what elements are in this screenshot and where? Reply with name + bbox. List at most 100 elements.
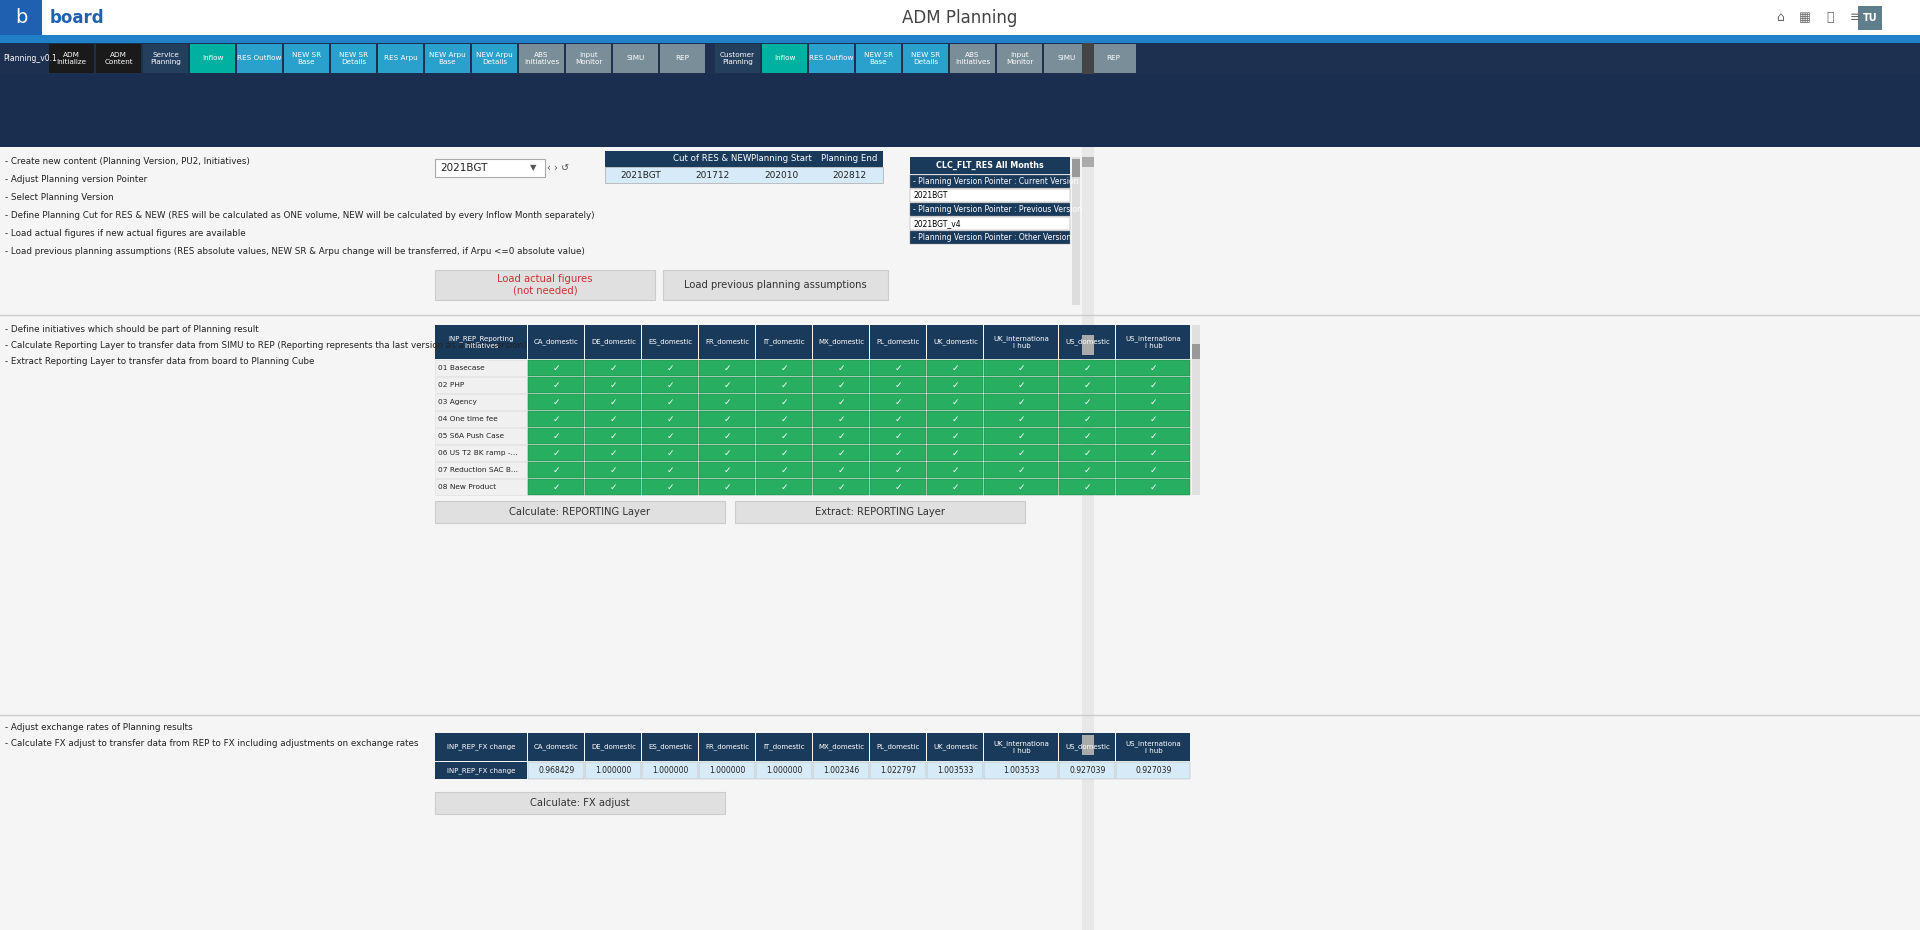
FancyBboxPatch shape bbox=[1083, 735, 1094, 755]
FancyBboxPatch shape bbox=[1060, 325, 1116, 359]
Text: 0.927039: 0.927039 bbox=[1069, 766, 1106, 775]
Text: ✓: ✓ bbox=[895, 432, 902, 441]
Text: DE_domestic: DE_domestic bbox=[591, 339, 636, 345]
FancyBboxPatch shape bbox=[1060, 377, 1116, 393]
FancyBboxPatch shape bbox=[1116, 762, 1190, 779]
FancyBboxPatch shape bbox=[927, 377, 983, 393]
Text: ✓: ✓ bbox=[1018, 380, 1025, 390]
Text: 0.927039: 0.927039 bbox=[1135, 766, 1171, 775]
FancyBboxPatch shape bbox=[586, 479, 641, 495]
FancyBboxPatch shape bbox=[699, 325, 755, 359]
FancyBboxPatch shape bbox=[812, 762, 870, 779]
Text: ✓: ✓ bbox=[1083, 432, 1091, 441]
Text: - Adjust exchange rates of Planning results: - Adjust exchange rates of Planning resu… bbox=[6, 723, 192, 732]
Text: ✓: ✓ bbox=[666, 364, 674, 373]
Text: ✓: ✓ bbox=[781, 397, 789, 406]
FancyBboxPatch shape bbox=[436, 428, 526, 444]
FancyBboxPatch shape bbox=[870, 479, 925, 495]
FancyBboxPatch shape bbox=[330, 44, 376, 73]
Text: ✓: ✓ bbox=[1018, 432, 1025, 441]
Text: UK_domestic: UK_domestic bbox=[933, 744, 977, 751]
Text: ✓: ✓ bbox=[781, 432, 789, 441]
FancyBboxPatch shape bbox=[1083, 315, 1094, 715]
Text: ✓: ✓ bbox=[781, 364, 789, 373]
FancyBboxPatch shape bbox=[699, 733, 755, 761]
FancyBboxPatch shape bbox=[605, 167, 883, 183]
FancyBboxPatch shape bbox=[1060, 445, 1116, 461]
FancyBboxPatch shape bbox=[950, 44, 995, 73]
FancyBboxPatch shape bbox=[0, 43, 1920, 74]
Text: 2021BGT: 2021BGT bbox=[620, 170, 660, 179]
Text: NEW Arpu
Details: NEW Arpu Details bbox=[476, 52, 513, 65]
Text: Input
Monitor: Input Monitor bbox=[1006, 52, 1033, 65]
FancyBboxPatch shape bbox=[870, 411, 925, 427]
Text: ✓: ✓ bbox=[553, 397, 561, 406]
FancyBboxPatch shape bbox=[660, 44, 705, 73]
Text: ✓: ✓ bbox=[611, 466, 616, 474]
Text: ✓: ✓ bbox=[611, 380, 616, 390]
Text: 05 S6A Push Case: 05 S6A Push Case bbox=[438, 433, 503, 439]
FancyBboxPatch shape bbox=[1083, 43, 1094, 74]
Text: ✓: ✓ bbox=[1150, 483, 1158, 491]
FancyBboxPatch shape bbox=[927, 411, 983, 427]
FancyBboxPatch shape bbox=[641, 360, 699, 376]
FancyBboxPatch shape bbox=[756, 733, 812, 761]
Text: - Planning Version Pointer : Current Version: - Planning Version Pointer : Current Ver… bbox=[914, 177, 1079, 186]
Text: US_internationa
l hub: US_internationa l hub bbox=[1125, 740, 1181, 754]
Text: RES Arpu: RES Arpu bbox=[384, 56, 417, 61]
Text: 1.000000: 1.000000 bbox=[653, 766, 689, 775]
FancyBboxPatch shape bbox=[586, 377, 641, 393]
FancyBboxPatch shape bbox=[1060, 462, 1116, 478]
Text: FR_domestic: FR_domestic bbox=[705, 339, 749, 345]
Text: UK_internationa
l hub: UK_internationa l hub bbox=[993, 740, 1050, 754]
FancyBboxPatch shape bbox=[756, 377, 812, 393]
Text: ✓: ✓ bbox=[837, 483, 845, 491]
FancyBboxPatch shape bbox=[436, 762, 526, 779]
FancyBboxPatch shape bbox=[1091, 44, 1137, 73]
Text: 06 US T2 BK ramp -...: 06 US T2 BK ramp -... bbox=[438, 450, 518, 456]
Text: 201712: 201712 bbox=[695, 170, 730, 179]
FancyBboxPatch shape bbox=[586, 462, 641, 478]
Text: 08 New Product: 08 New Product bbox=[438, 484, 495, 490]
Text: ✓: ✓ bbox=[1083, 397, 1091, 406]
Text: 1.022797: 1.022797 bbox=[881, 766, 916, 775]
FancyBboxPatch shape bbox=[870, 394, 925, 410]
FancyBboxPatch shape bbox=[1116, 445, 1190, 461]
Text: ✓: ✓ bbox=[1018, 364, 1025, 373]
FancyBboxPatch shape bbox=[1116, 428, 1190, 444]
FancyBboxPatch shape bbox=[528, 462, 584, 478]
Text: NEW SR
Details: NEW SR Details bbox=[340, 52, 369, 65]
Text: ✓: ✓ bbox=[895, 364, 902, 373]
Text: Load previous planning assumptions: Load previous planning assumptions bbox=[684, 280, 866, 290]
Text: ✓: ✓ bbox=[553, 364, 561, 373]
Text: RES Outflow: RES Outflow bbox=[810, 56, 854, 61]
Text: ✓: ✓ bbox=[781, 448, 789, 458]
FancyBboxPatch shape bbox=[902, 44, 948, 73]
FancyBboxPatch shape bbox=[1060, 394, 1116, 410]
FancyBboxPatch shape bbox=[436, 501, 726, 523]
Text: FR_domestic: FR_domestic bbox=[705, 744, 749, 751]
Text: ✓: ✓ bbox=[895, 397, 902, 406]
Text: UK_internationa
l hub: UK_internationa l hub bbox=[993, 335, 1050, 349]
Text: MX_domestic: MX_domestic bbox=[818, 339, 864, 345]
Text: ✓: ✓ bbox=[724, 448, 732, 458]
FancyBboxPatch shape bbox=[927, 733, 983, 761]
Text: Service
Planning: Service Planning bbox=[150, 52, 180, 65]
FancyBboxPatch shape bbox=[528, 325, 584, 359]
FancyBboxPatch shape bbox=[612, 44, 659, 73]
Text: ✓: ✓ bbox=[1083, 415, 1091, 423]
FancyBboxPatch shape bbox=[870, 428, 925, 444]
Text: ✓: ✓ bbox=[666, 466, 674, 474]
Text: ✓: ✓ bbox=[837, 415, 845, 423]
Text: ✓: ✓ bbox=[952, 448, 960, 458]
FancyBboxPatch shape bbox=[0, 147, 1920, 315]
FancyBboxPatch shape bbox=[812, 462, 870, 478]
FancyBboxPatch shape bbox=[1071, 157, 1079, 305]
Text: ✓: ✓ bbox=[553, 380, 561, 390]
FancyBboxPatch shape bbox=[641, 445, 699, 461]
Text: Extract: REPORTING Layer: Extract: REPORTING Layer bbox=[814, 507, 945, 517]
FancyBboxPatch shape bbox=[0, 0, 42, 35]
FancyBboxPatch shape bbox=[641, 394, 699, 410]
Text: ▦: ▦ bbox=[1799, 11, 1811, 24]
Text: ✓: ✓ bbox=[952, 397, 960, 406]
